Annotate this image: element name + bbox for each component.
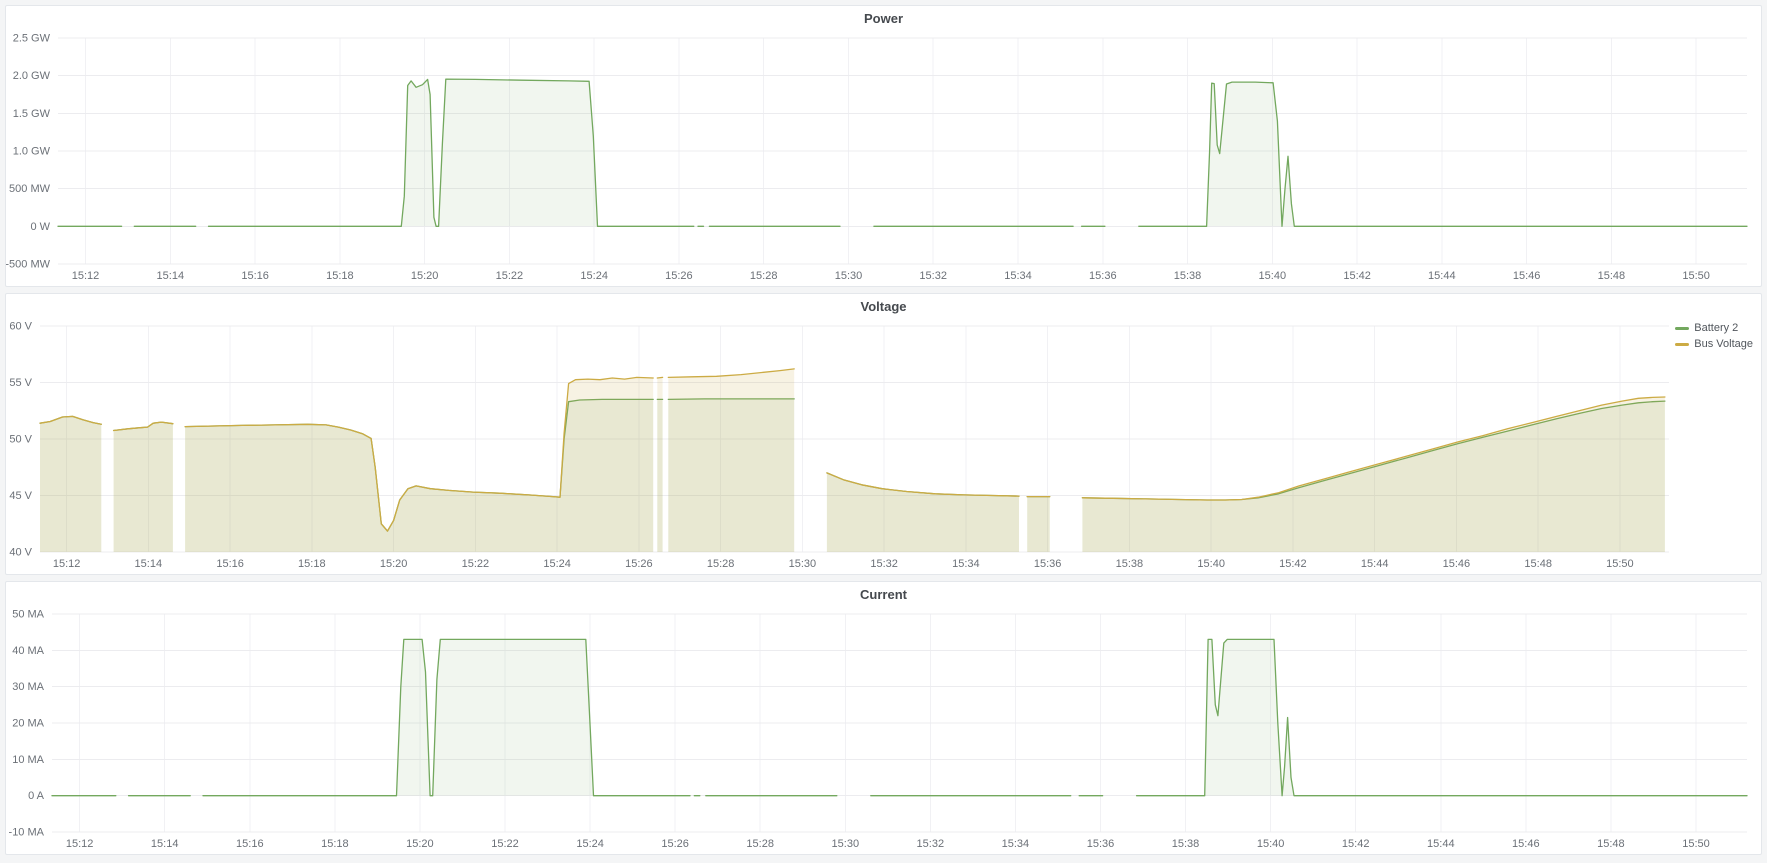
svg-text:15:40: 15:40	[1257, 838, 1285, 850]
svg-text:60 V: 60 V	[9, 321, 32, 333]
svg-text:1.0 GW: 1.0 GW	[13, 146, 51, 158]
svg-text:50 V: 50 V	[9, 434, 32, 446]
power-chart-canvas[interactable]: 2.5 GW 2.0 GW 1.5 GW 1.0 GW 500 MW 0 W -500 MW…	[5, 32, 1761, 286]
voltage-chart-canvas[interactable]: 60 V 55 V 50 V 45 V 40 V 15:12 15:14 15:16 15:18…	[6, 320, 1761, 574]
svg-text:15:36: 15:36	[1089, 270, 1117, 282]
svg-text:15:14: 15:14	[151, 838, 179, 850]
svg-text:15:50: 15:50	[1682, 838, 1710, 850]
svg-text:15:50: 15:50	[1606, 558, 1634, 570]
svg-text:15:32: 15:32	[870, 558, 898, 570]
svg-text:15:30: 15:30	[789, 558, 817, 570]
svg-text:15:46: 15:46	[1512, 838, 1540, 850]
power-panel: Power 2.5 GW 2.0 GW 1.5 GW 1.0 GW 500 MW 0 W -…	[5, 5, 1762, 287]
svg-text:40 MA: 40 MA	[12, 645, 44, 657]
svg-text:15:38: 15:38	[1116, 558, 1144, 570]
svg-text:15:26: 15:26	[665, 270, 693, 282]
svg-text:15:38: 15:38	[1172, 838, 1200, 850]
voltage-panel: Voltage Battery 2 Bus Voltage 60 V 55 V 50…	[5, 293, 1762, 575]
svg-text:15:12: 15:12	[66, 838, 94, 850]
svg-text:15:34: 15:34	[1004, 270, 1032, 282]
svg-text:15:32: 15:32	[919, 270, 947, 282]
svg-text:15:44: 15:44	[1361, 558, 1389, 570]
power-panel-title[interactable]: Power	[863, 11, 903, 26]
bus-voltage-series-swatch-icon	[1675, 342, 1690, 346]
svg-text:15:32: 15:32	[917, 838, 945, 850]
svg-text:20 MA: 20 MA	[12, 718, 44, 730]
current-panel: Current 50 MA 40 MA 30 MA 20 MA 10 MA 0 A -10 …	[5, 581, 1762, 855]
svg-text:30 MA: 30 MA	[12, 681, 44, 693]
svg-text:55 V: 55 V	[9, 377, 32, 389]
svg-text:15:18: 15:18	[321, 838, 349, 850]
svg-text:15:44: 15:44	[1428, 270, 1456, 282]
svg-text:10 MA: 10 MA	[12, 754, 44, 766]
svg-text:15:48: 15:48	[1524, 558, 1552, 570]
svg-text:15:20: 15:20	[406, 838, 434, 850]
svg-text:15:16: 15:16	[216, 558, 244, 570]
svg-text:15:26: 15:26	[625, 558, 653, 570]
svg-text:2.0 GW: 2.0 GW	[13, 70, 51, 82]
svg-text:15:22: 15:22	[496, 270, 524, 282]
svg-text:15:40: 15:40	[1259, 270, 1287, 282]
current-chart-svg: 50 MA 40 MA 30 MA 20 MA 10 MA 0 A -10 MA 15:12 1…	[9, 609, 1748, 850]
svg-text:15:22: 15:22	[491, 838, 519, 850]
svg-text:15:38: 15:38	[1174, 270, 1202, 282]
legend-item-battery-2[interactable]: Battery 2	[1675, 322, 1753, 334]
svg-text:15:24: 15:24	[580, 270, 608, 282]
svg-text:15:46: 15:46	[1513, 270, 1541, 282]
svg-text:2.5 GW: 2.5 GW	[13, 33, 51, 45]
voltage-chart-svg: 60 V 55 V 50 V 45 V 40 V 15:12 15:14 15:16 15:18…	[9, 321, 1669, 570]
svg-text:15:36: 15:36	[1034, 558, 1062, 570]
svg-text:15:48: 15:48	[1598, 270, 1626, 282]
svg-text:15:30: 15:30	[835, 270, 863, 282]
svg-text:15:14: 15:14	[135, 558, 163, 570]
svg-text:15:34: 15:34	[1002, 838, 1030, 850]
svg-text:15:34: 15:34	[952, 558, 980, 570]
svg-text:15:20: 15:20	[380, 558, 408, 570]
svg-text:15:42: 15:42	[1279, 558, 1307, 570]
svg-text:15:50: 15:50	[1682, 270, 1710, 282]
svg-text:0 A: 0 A	[28, 790, 45, 802]
legend-item-bus-voltage[interactable]: Bus Voltage	[1675, 338, 1753, 350]
svg-text:15:40: 15:40	[1197, 558, 1225, 570]
svg-text:15:12: 15:12	[72, 270, 100, 282]
svg-text:15:44: 15:44	[1427, 838, 1455, 850]
svg-text:15:36: 15:36	[1087, 838, 1115, 850]
svg-text:15:46: 15:46	[1443, 558, 1471, 570]
svg-text:15:30: 15:30	[832, 838, 860, 850]
svg-text:15:24: 15:24	[576, 838, 604, 850]
svg-text:15:28: 15:28	[746, 838, 774, 850]
svg-text:0 W: 0 W	[30, 221, 50, 233]
svg-text:15:24: 15:24	[543, 558, 571, 570]
battery-2-series-swatch-icon	[1675, 326, 1690, 330]
legend-label-bus-voltage: Bus Voltage	[1694, 338, 1753, 350]
svg-text:15:26: 15:26	[661, 838, 689, 850]
svg-text:15:16: 15:16	[236, 838, 264, 850]
svg-text:15:18: 15:18	[326, 270, 354, 282]
current-panel-title[interactable]: Current	[860, 587, 907, 602]
svg-text:1.5 GW: 1.5 GW	[13, 108, 51, 120]
svg-text:15:16: 15:16	[241, 270, 269, 282]
svg-text:40 V: 40 V	[9, 547, 32, 559]
svg-text:-10 MA: -10 MA	[9, 827, 45, 839]
svg-text:15:28: 15:28	[750, 270, 778, 282]
legend-label-battery-2: Battery 2	[1694, 322, 1739, 334]
svg-text:15:28: 15:28	[707, 558, 735, 570]
svg-text:15:22: 15:22	[462, 558, 490, 570]
svg-text:15:42: 15:42	[1343, 270, 1371, 282]
current-chart-canvas[interactable]: 50 MA 40 MA 30 MA 20 MA 10 MA 0 A -10 MA 15:12 1…	[6, 608, 1761, 854]
svg-text:15:20: 15:20	[411, 270, 439, 282]
svg-text:500 MW: 500 MW	[9, 183, 51, 195]
voltage-legend: Battery 2 Bus Voltage	[1675, 322, 1753, 354]
svg-text:15:42: 15:42	[1342, 838, 1370, 850]
power-chart-svg: 2.5 GW 2.0 GW 1.5 GW 1.0 GW 500 MW 0 W -500 MW…	[5, 33, 1748, 282]
svg-text:15:48: 15:48	[1597, 838, 1625, 850]
svg-text:45 V: 45 V	[9, 490, 32, 502]
svg-text:15:12: 15:12	[53, 558, 81, 570]
svg-text:15:14: 15:14	[157, 270, 185, 282]
svg-text:50 MA: 50 MA	[12, 609, 44, 621]
svg-text:15:18: 15:18	[298, 558, 326, 570]
svg-text:-500 MW: -500 MW	[6, 259, 51, 271]
voltage-panel-title[interactable]: Voltage	[860, 299, 907, 314]
